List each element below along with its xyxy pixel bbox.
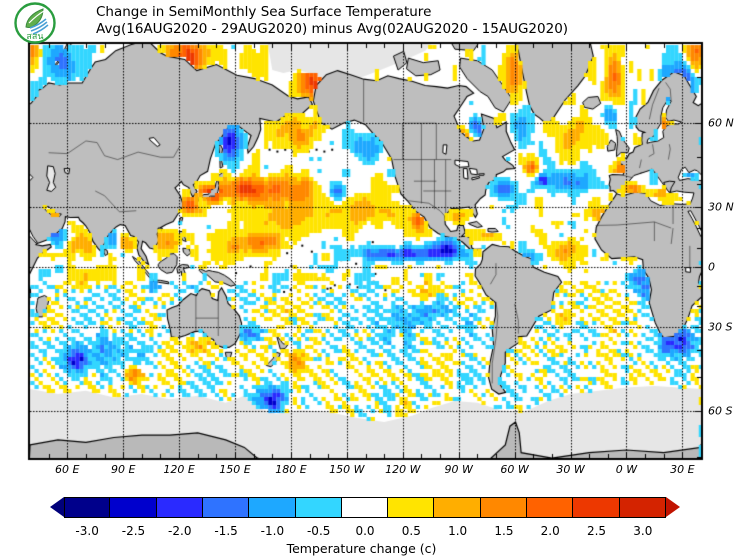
lat-tick-label: 30 S bbox=[708, 320, 733, 334]
lat-tick-label: 0 bbox=[708, 260, 715, 274]
colorbar-level-label: 0.5 bbox=[401, 524, 421, 538]
colorbar-segment bbox=[64, 497, 111, 518]
colorbar-segment bbox=[480, 497, 528, 518]
lon-tick-label: 30 E bbox=[670, 463, 695, 476]
colorbar-level-label: 0.0 bbox=[355, 524, 375, 538]
colorbar-level-label: -3.0 bbox=[75, 524, 99, 538]
title-line-1: Change in SemiMonthly Sea Surface Temper… bbox=[96, 4, 432, 20]
colorbar-level-label: -1.0 bbox=[260, 524, 285, 538]
colorbar-caption: Temperature change (c) bbox=[286, 541, 437, 556]
lon-tick-label: 30 W bbox=[556, 463, 585, 476]
colorbar-segment bbox=[249, 497, 296, 518]
lon-tick-label: 150 W bbox=[329, 463, 365, 476]
colorbar-level-label: -1.5 bbox=[214, 524, 238, 538]
colorbar-level-label: 2.5 bbox=[586, 524, 607, 538]
lon-tick-label: 90 E bbox=[110, 463, 136, 476]
lon-tick-label: 120 W bbox=[385, 463, 421, 476]
colorbar-segment bbox=[573, 497, 620, 518]
lat-tick-label: 60 S bbox=[708, 404, 733, 418]
colorbar-level-label: -0.5 bbox=[306, 524, 331, 538]
lon-tick-label: 180 E bbox=[275, 463, 307, 476]
colorbar-level-label: 1.5 bbox=[494, 524, 514, 538]
lon-tick-label: 150 E bbox=[219, 463, 251, 476]
colorbar-segment bbox=[110, 497, 157, 518]
lon-tick-label: 90 W bbox=[444, 463, 473, 476]
lon-tick-label: 120 E bbox=[163, 463, 195, 476]
colorbar-segment bbox=[388, 497, 435, 518]
logo-text: สสน bbox=[26, 32, 43, 42]
colorbar-right-arrow bbox=[666, 497, 680, 517]
colorbar-level-label: 1.0 bbox=[448, 524, 468, 538]
title-line-2: Avg(16AUG2020 - 29AUG2020) minus Avg(02A… bbox=[96, 21, 569, 37]
org-logo: สสน bbox=[13, 1, 57, 45]
colorbar-segment bbox=[202, 497, 250, 518]
colorbar-segment bbox=[341, 497, 389, 518]
leaf-logo-icon: สสน bbox=[14, 2, 56, 44]
colorbar-level-label: 3.0 bbox=[633, 524, 653, 538]
colorbar-left-arrow bbox=[50, 497, 64, 517]
lon-tick-label: 60 E bbox=[55, 463, 80, 476]
colorbar-level-label: 2.0 bbox=[540, 524, 560, 538]
colorbar-segment bbox=[295, 497, 342, 518]
colorbar-level-label: -2.5 bbox=[121, 524, 146, 538]
lat-tick-label: 30 N bbox=[708, 200, 734, 214]
colorbar-segment bbox=[156, 497, 203, 518]
colorbar-segment bbox=[527, 497, 574, 518]
lon-tick-label: 60 W bbox=[500, 463, 529, 476]
chart-title: Change in SemiMonthly Sea Surface Temper… bbox=[96, 4, 568, 38]
colorbar-level-label: -2.0 bbox=[168, 524, 192, 538]
lon-tick-label: 0 W bbox=[615, 463, 638, 476]
colorbar-segment bbox=[619, 497, 666, 518]
lat-tick-label: 60 N bbox=[708, 116, 734, 130]
colorbar-segment bbox=[434, 497, 481, 518]
